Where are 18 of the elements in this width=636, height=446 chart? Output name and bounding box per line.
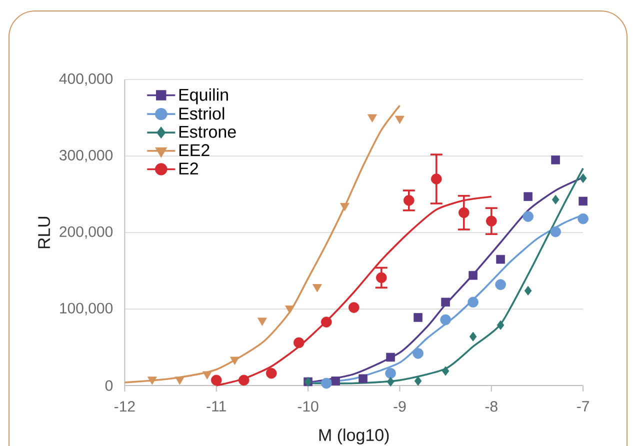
legend-label: EE2 [179,144,210,156]
legend-label: Equilin [179,88,228,104]
x-tick-label: -10 [298,401,318,412]
legend-label: Estrone [179,126,236,138]
x-tick-label: -7 [577,401,589,412]
y-tick-label: 100,000 [60,302,113,316]
x-tick-label: -8 [485,401,498,412]
y-tick-label: 200,000 [60,226,113,239]
y-tick-label: 400,000 [59,73,113,86]
y-axis-title: RLU [38,216,50,248]
x-tick-label: -12 [114,401,135,412]
x-tick-label: -11 [206,401,226,412]
legend-label: E2 [179,162,198,174]
x-tick-label: -9 [394,401,406,412]
legend-label: Estriol [179,107,224,120]
y-tick-label: 300,000 [60,150,113,162]
x-axis-title: M (log10) [319,428,389,444]
y-tick-label: 0 [105,380,113,391]
